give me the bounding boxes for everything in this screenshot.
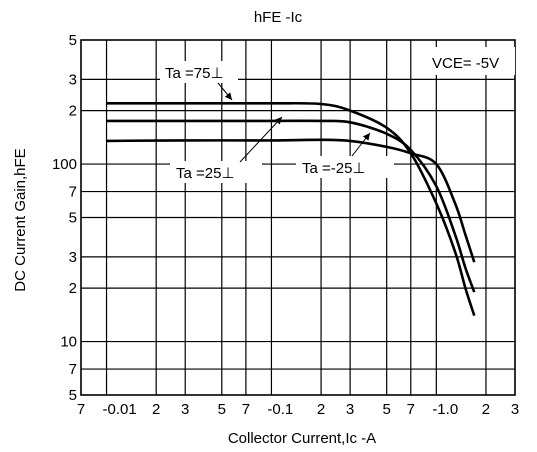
- series-label-box: [160, 61, 238, 83]
- x-axis-label: Collector Current,Ic -A: [228, 430, 376, 447]
- series-label-box: [170, 161, 262, 183]
- series-label-1: Ta =25⊥: [176, 165, 235, 182]
- x-tick-label: 5: [218, 401, 226, 418]
- y-tick-label: 2: [69, 103, 77, 120]
- x-tick-label: 2: [317, 401, 325, 418]
- plot-frame: [80, 39, 516, 396]
- x-tick-label: 2: [482, 401, 490, 418]
- x-tick-label: 7: [407, 401, 415, 418]
- y-tick-label: 3: [69, 71, 77, 88]
- series-label-0: Ta =75⊥: [165, 65, 224, 82]
- x-tick-label: 2: [152, 401, 160, 418]
- x-tick-label: 7: [77, 401, 85, 418]
- x-tick-label: 7: [242, 401, 250, 418]
- series-label-2: Ta =-25⊥: [302, 160, 366, 177]
- chart-title: hFE -Ic: [254, 9, 303, 26]
- vce-annotation-box: VCE= -5V: [423, 47, 515, 75]
- y-tick-label: 5: [69, 32, 77, 49]
- arrowhead: [224, 92, 232, 100]
- x-tick-label: 3: [346, 401, 354, 418]
- series-line-1: [106, 119, 476, 293]
- series-labels: Ta =75⊥ Ta =25⊥ Ta =-25⊥: [160, 61, 394, 183]
- series-line-0: [106, 101, 476, 317]
- x-tick-label: -0.01: [103, 401, 137, 418]
- x-tick-label: -1.0: [432, 401, 458, 418]
- y-axis-label: DC Current Gain,hFE: [12, 148, 29, 291]
- series-label-box: [296, 156, 394, 178]
- y-tick-label: 2: [69, 280, 77, 297]
- y-tick-label: 5: [69, 210, 77, 227]
- x-tick-label: 3: [511, 401, 519, 418]
- y-tick-label: 10: [60, 334, 77, 351]
- series-curves: [106, 101, 476, 317]
- leader-line: [239, 116, 283, 163]
- series-line-2: [106, 138, 476, 263]
- vce-annotation: VCE= -5V: [432, 55, 499, 72]
- x-tick-label: 5: [383, 401, 391, 418]
- y-tick-label: 5: [69, 387, 77, 404]
- y-tick-label: 7: [69, 361, 77, 378]
- arrowhead: [274, 117, 282, 125]
- grid: [80, 39, 516, 396]
- y-tick-label: 100: [52, 156, 77, 173]
- x-tick-label: -0.1: [267, 401, 293, 418]
- y-tick-label: 7: [69, 184, 77, 201]
- arrowhead: [362, 133, 370, 141]
- y-tick-label: 3: [69, 249, 77, 266]
- x-tick-label: 3: [181, 401, 189, 418]
